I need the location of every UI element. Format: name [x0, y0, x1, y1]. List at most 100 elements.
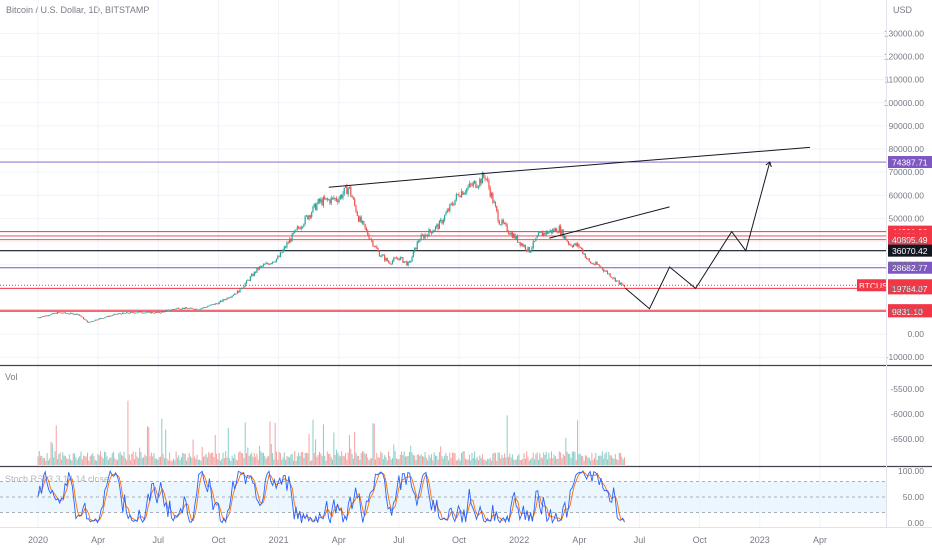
- candle-body: [597, 264, 599, 266]
- candle-body: [573, 244, 575, 247]
- volume-bar: [557, 458, 559, 465]
- volume-bar: [307, 453, 309, 465]
- candle-body: [612, 277, 614, 279]
- volume-bar: [58, 454, 60, 465]
- volume-bar: [188, 452, 190, 465]
- candle-body: [339, 195, 341, 199]
- candle-body: [197, 309, 199, 311]
- candle-body: [402, 257, 404, 263]
- candle-body: [450, 203, 452, 205]
- volume-bar: [234, 454, 236, 465]
- volume-bar: [132, 451, 134, 465]
- candle-body: [569, 243, 571, 245]
- candle-body: [256, 268, 258, 273]
- candle-body: [480, 178, 482, 184]
- volume-bar: [424, 452, 426, 465]
- candle-body: [316, 203, 318, 211]
- candle-body: [120, 313, 123, 315]
- candle-body: [116, 313, 119, 315]
- volume-bar: [120, 454, 122, 465]
- volume-bar: [236, 460, 238, 465]
- candle-body: [265, 262, 267, 265]
- candle-body: [438, 221, 441, 229]
- volume-bar: [445, 452, 447, 465]
- volume-bar: [375, 459, 377, 465]
- volume-bar: [149, 456, 151, 465]
- candle-body: [557, 232, 559, 234]
- candle-body: [505, 223, 507, 225]
- candle-body: [268, 263, 270, 265]
- candle-body: [54, 312, 56, 314]
- candle-body: [360, 216, 362, 223]
- volume-bar: [457, 460, 459, 465]
- volume-bar: [232, 457, 234, 465]
- volume-bar: [261, 452, 263, 465]
- volume-bar: [54, 451, 56, 465]
- candle-body: [275, 258, 278, 262]
- volume-bar: [300, 452, 302, 465]
- volume-bar: [444, 455, 446, 465]
- level-label-bg: [888, 305, 932, 318]
- candle-body: [449, 204, 451, 212]
- volume-bar: [295, 460, 297, 465]
- candle-body: [146, 311, 149, 313]
- candle-body: [341, 195, 343, 199]
- candle-body: [485, 178, 487, 180]
- stoch-tick-label: 0.00: [907, 518, 924, 528]
- candle-body: [536, 236, 538, 239]
- candle-body: [500, 224, 502, 226]
- candle-body: [407, 261, 409, 266]
- candle-body: [550, 230, 553, 233]
- volume-bar: [442, 458, 444, 465]
- volume-bar: [55, 425, 57, 465]
- candle-body: [334, 198, 336, 200]
- volume-bar: [303, 458, 305, 465]
- volume-bar: [432, 460, 434, 465]
- candle-body: [112, 314, 115, 316]
- volume-bar: [592, 459, 594, 465]
- volume-bar: [415, 460, 417, 465]
- volume-bar: [363, 451, 365, 465]
- volume-bar: [312, 419, 314, 465]
- volume-bar: [107, 459, 109, 465]
- time-tick-label: Apr: [332, 535, 346, 545]
- volume-bar: [591, 452, 593, 465]
- volume-bar: [351, 453, 353, 465]
- candle-body: [479, 178, 481, 186]
- candle-body: [368, 234, 370, 239]
- volume-bar: [461, 453, 463, 465]
- volume-bar: [260, 451, 262, 465]
- volume-bar: [601, 451, 603, 465]
- level-label-bg: [888, 244, 932, 257]
- volume-label: Vol: [5, 372, 18, 382]
- candle-body: [494, 201, 497, 207]
- candle-body: [309, 215, 311, 218]
- candle-body: [462, 191, 464, 195]
- volume-bar: [571, 451, 573, 465]
- candle-body: [66, 313, 68, 314]
- candle-body: [565, 235, 567, 240]
- symbol-label: BTCUSD: [859, 281, 894, 291]
- candle-body: [114, 313, 116, 315]
- volume-bar: [317, 454, 319, 465]
- candle-body: [71, 312, 73, 314]
- candle-body: [404, 261, 407, 263]
- candle-body: [124, 313, 126, 314]
- level-label: 40805.49: [892, 235, 928, 245]
- volume-bar: [403, 451, 405, 465]
- volume-bar: [230, 460, 232, 465]
- candle-body: [622, 284, 624, 286]
- price-tick-label: 10000.00: [889, 306, 925, 316]
- candle-body: [588, 258, 590, 262]
- candle-body: [541, 232, 543, 236]
- candle-body: [40, 317, 42, 319]
- volume-bar: [493, 452, 495, 465]
- candle-body: [83, 317, 85, 320]
- volume-bar: [135, 452, 137, 465]
- candle-body: [60, 312, 63, 314]
- candle-body: [399, 257, 401, 261]
- candle-body: [45, 315, 47, 317]
- candle-body: [451, 203, 454, 205]
- candle-body: [219, 300, 222, 303]
